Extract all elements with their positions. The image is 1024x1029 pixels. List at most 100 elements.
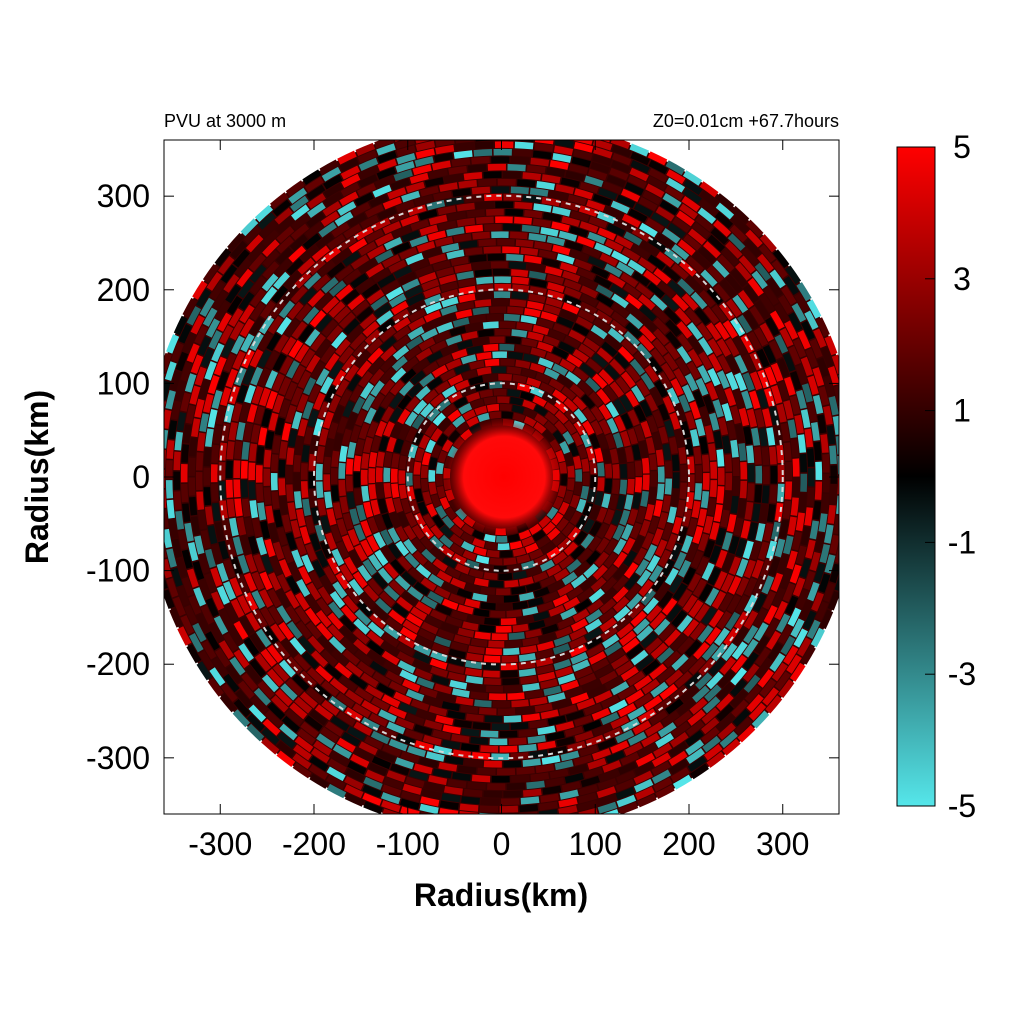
pv-cell [634,761,654,776]
pv-cell [552,430,565,444]
pv-cell [383,624,401,640]
pv-cell [709,480,718,498]
pv-cell [495,588,511,596]
pv-cell [717,722,736,740]
pv-cell [537,640,555,652]
pv-cell [666,387,680,406]
pv-cell [728,535,740,555]
pv-cell [462,409,476,421]
pv-cell [507,163,526,172]
pv-cell [374,175,395,189]
pv-cell [452,415,466,428]
pv-cell [677,239,696,256]
colorbar-tick-label: 3 [953,261,971,297]
pv-cell [338,346,354,364]
pv-cell [556,316,574,329]
pv-cell [199,297,215,317]
pv-cell [657,590,674,609]
pv-cell [505,336,522,345]
pv-cell [518,576,534,587]
pv-cell [591,265,610,279]
x-axis: -300 -200 -100 0 100 200 300 [188,140,809,862]
pv-cell [342,595,359,613]
pv-cell [331,450,340,468]
pv-cell [430,609,447,622]
pv-cell [613,551,628,568]
pv-cell [404,411,418,427]
pv-cell [248,481,256,500]
pv-cell [506,253,524,262]
pv-cell [542,392,558,405]
pv-cell [196,613,211,633]
pv-cell [569,494,580,509]
pv-cell [398,470,406,485]
pv-cell [794,292,810,313]
pv-cell [435,144,455,155]
pv-cell [729,224,748,243]
pv-cell [665,177,686,193]
pv-cell [776,613,791,633]
pv-cell [240,333,255,353]
pv-cell [512,412,526,422]
pv-cell [661,228,681,244]
pv-cell [721,402,733,422]
pv-cell [694,307,711,326]
pv-cell [293,473,301,491]
pv-cell [453,120,472,129]
pv-cell [544,420,557,434]
pv-cell [801,383,813,403]
pv-cell [483,246,501,254]
pv-cell [509,299,527,308]
pv-cell [716,338,732,357]
pv-cell [400,806,420,814]
pv-cell [601,576,618,593]
pv-cell [644,544,658,562]
pv-cell [290,195,309,212]
pv-cell [422,734,442,746]
pv-cell [448,430,461,443]
pv-cell [385,497,396,514]
pv-cell [843,393,853,412]
pv-cell [640,490,649,507]
pv-cell [523,353,539,364]
pv-cell [207,677,224,697]
pv-cell [169,608,183,628]
pv-cell [171,567,183,587]
pv-cell [582,719,602,732]
pv-cell [790,497,799,516]
pv-cell [503,594,519,603]
pv-cell [834,544,839,564]
pv-cell [569,511,582,526]
pv-cell [171,538,183,559]
pv-cell [648,487,657,504]
pv-cell [235,689,253,708]
pv-cell [665,698,684,715]
pv-cell [638,579,654,597]
pv-cell [716,704,734,722]
pv-cell [537,357,554,369]
pv-cell [328,280,347,297]
pv-cell [649,612,666,630]
pv-cell [510,186,529,195]
pv-cell [347,374,362,392]
pv-cell [561,680,580,692]
pv-cell [267,315,284,335]
pv-cell [726,514,737,533]
pv-cell [627,706,647,721]
pv-cell [405,396,420,412]
pv-cell [407,326,425,341]
pv-cell [730,439,739,458]
pv-cell [697,625,714,643]
pv-cell [620,430,631,447]
pv-cell [203,467,211,486]
pv-cell [776,403,787,423]
pv-cell [587,255,606,269]
pv-cell [568,329,586,343]
pv-cell [391,241,411,255]
pv-cell [566,353,583,368]
pv-cell [397,394,412,410]
pv-cell [248,443,258,462]
pv-cell [305,516,316,534]
pv-cell [440,369,456,382]
pv-cell [365,684,384,700]
